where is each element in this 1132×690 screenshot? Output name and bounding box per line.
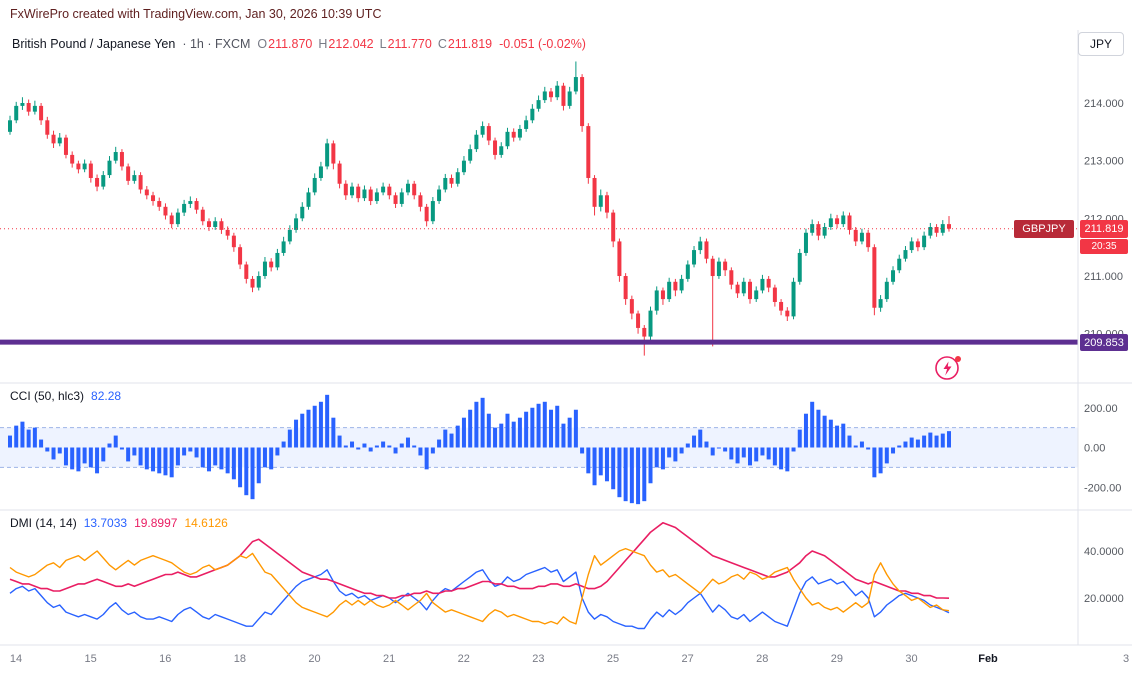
svg-text:211.000: 211.000 <box>1084 271 1123 283</box>
svg-text:25: 25 <box>607 653 619 665</box>
low-label: L <box>379 37 387 51</box>
attribution-text: FxWirePro created with TradingView.com, … <box>10 7 382 21</box>
dmi-adx-line <box>9 521 950 599</box>
dmi-minus-di-value: 14.6126 <box>184 516 228 530</box>
panel-separators <box>0 30 1132 646</box>
high-value: 212.042 <box>328 37 374 51</box>
price-axis-labels[interactable]: 214.000213.000212.000211.000210.000200.0… <box>1084 98 1124 605</box>
notification-dot <box>955 356 961 362</box>
symbol-meta: · 1h · FXCM <box>182 37 251 51</box>
change-value: -0.051 (-0.02%) <box>499 37 586 51</box>
svg-text:28: 28 <box>756 653 768 665</box>
chart-legend: British Pound / Japanese Yen · 1h · FXCM… <box>12 37 586 51</box>
svg-text:21: 21 <box>383 653 395 665</box>
cci-value: 82.28 <box>91 389 122 403</box>
cci-histogram <box>8 394 951 505</box>
dmi-plus-di-value: 13.7033 <box>83 516 128 530</box>
time-axis-labels[interactable]: 14 15 16 18 20 21 22 23 25 27 28 29 30 Feb 3 <box>10 653 1129 665</box>
symbol-price-label: GBPJPY <box>1014 220 1074 238</box>
support-level-badge: 209.853 <box>1080 334 1128 351</box>
svg-text:22: 22 <box>458 653 470 665</box>
open-label: O <box>257 37 268 51</box>
svg-text:0.00: 0.00 <box>1084 443 1105 455</box>
dmi-plus-di-line <box>9 566 950 630</box>
close-label: C <box>437 37 447 51</box>
svg-text:15: 15 <box>84 653 96 665</box>
cci-title: CCI (50, hlc3) <box>10 389 85 403</box>
dmi-adx-value: 19.8997 <box>134 516 178 530</box>
svg-text:200.00: 200.00 <box>1084 403 1118 415</box>
svg-text:16: 16 <box>159 653 171 665</box>
candlestick-series <box>8 61 951 356</box>
svg-text:14: 14 <box>10 653 22 665</box>
svg-text:Feb: Feb <box>978 653 998 665</box>
flash-order-icon[interactable] <box>933 352 965 384</box>
dmi-legend: DMI (14, 14) 13.7033 19.8997 14.6126 <box>10 516 228 530</box>
svg-text:3: 3 <box>1123 653 1129 665</box>
open-value: 211.870 <box>268 37 313 51</box>
close-value: 211.819 <box>447 37 493 51</box>
cci-legend: CCI (50, hlc3) 82.28 <box>10 389 121 403</box>
svg-text:40.0000: 40.0000 <box>1084 546 1124 558</box>
dmi-minus-di-line <box>9 547 950 625</box>
dmi-title: DMI (14, 14) <box>10 516 77 530</box>
high-label: H <box>318 37 328 51</box>
svg-text:29: 29 <box>831 653 843 665</box>
currency-unit-button[interactable]: JPY <box>1078 32 1124 56</box>
dmi-lines <box>9 521 950 630</box>
ohlc-values: O211.870 H212.042 L211.770 C211.819 <box>257 37 492 51</box>
bar-countdown-badge: 20:35 <box>1080 239 1128 254</box>
svg-text:27: 27 <box>681 653 693 665</box>
lightning-bolt-icon <box>943 361 952 376</box>
symbol-title: British Pound / Japanese Yen <box>12 37 176 51</box>
svg-text:20.0000: 20.0000 <box>1084 593 1124 605</box>
svg-text:213.000: 213.000 <box>1084 156 1124 168</box>
svg-text:20: 20 <box>308 653 320 665</box>
svg-text:214.000: 214.000 <box>1084 98 1124 110</box>
svg-text:30: 30 <box>905 653 917 665</box>
svg-text:-200.00: -200.00 <box>1084 482 1121 494</box>
last-price-badge: 211.819 <box>1080 220 1128 238</box>
svg-text:18: 18 <box>234 653 246 665</box>
svg-text:23: 23 <box>532 653 544 665</box>
low-value: 211.770 <box>387 37 432 51</box>
